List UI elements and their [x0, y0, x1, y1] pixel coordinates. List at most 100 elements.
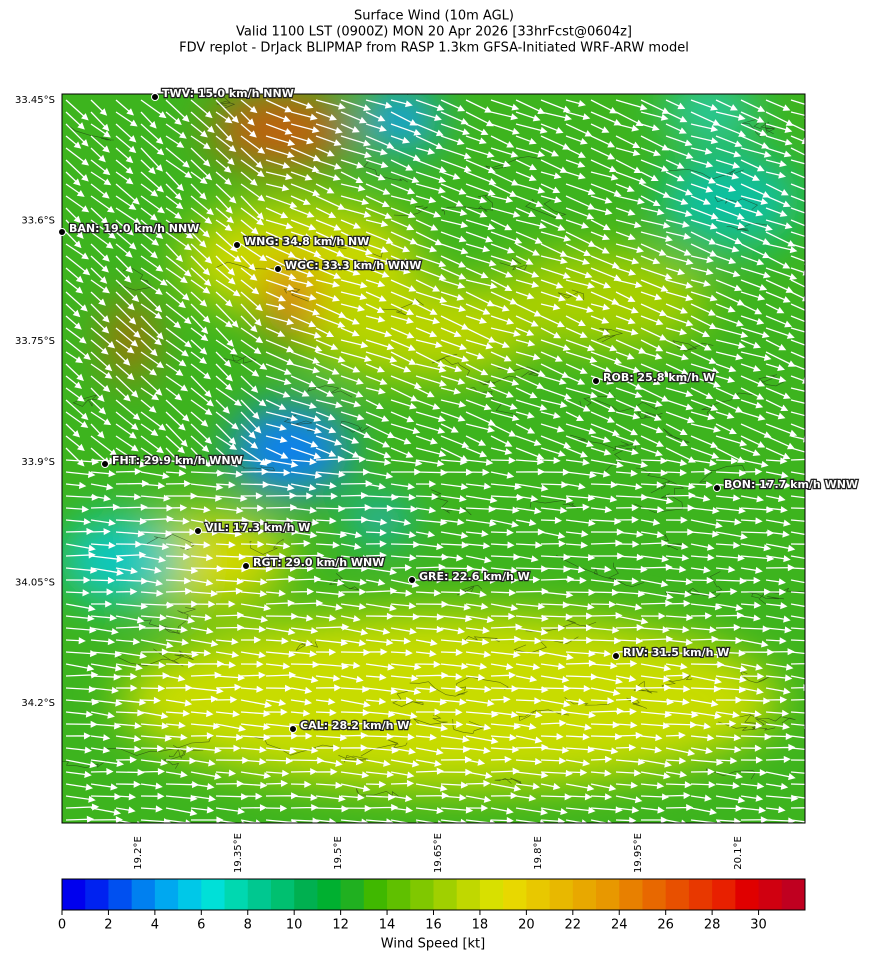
station-marker	[233, 241, 241, 249]
wind-arrow	[215, 279, 241, 297]
wind-arrow	[65, 527, 94, 535]
wind-arrow	[490, 711, 519, 719]
wind-arrow	[340, 279, 368, 289]
wind-arrow	[390, 111, 418, 126]
wind-arrow	[290, 135, 314, 145]
wind-arrow	[190, 554, 214, 562]
colorbar-bin	[294, 879, 318, 910]
wind-arrow	[315, 564, 346, 573]
colorbar-tick-label: 22	[565, 918, 582, 933]
wind-arrow	[565, 471, 597, 479]
station-label: ROB: 25.8 km/h W	[603, 371, 715, 384]
wind-arrow	[540, 111, 573, 122]
wind-arrow	[215, 587, 243, 595]
wind-arrow	[340, 411, 365, 421]
wind-arrow	[515, 279, 540, 288]
wind-arrow	[290, 458, 317, 466]
wind-arrow	[140, 423, 159, 437]
wind-arrow	[565, 711, 596, 719]
wind-arrow	[240, 540, 265, 548]
terrain-contour	[637, 411, 663, 421]
wind-arrow	[165, 674, 186, 682]
wind-arrow	[290, 159, 320, 173]
wind-arrow	[565, 576, 587, 584]
wind-arrow	[215, 219, 233, 232]
wind-arrow	[416, 708, 442, 716]
wind-arrow	[590, 399, 616, 412]
wind-arrow	[290, 639, 314, 647]
wind-arrow	[465, 699, 495, 707]
wind-arrow	[115, 351, 131, 366]
wind-arrow	[415, 291, 448, 304]
wind-arrow	[565, 219, 589, 229]
wind-arrow	[290, 279, 314, 288]
wind-arrow	[740, 566, 763, 574]
wind-arrow	[790, 123, 805, 132]
wind-arrow	[340, 267, 361, 276]
wind-arrow	[290, 99, 314, 109]
wind-arrow	[690, 481, 714, 489]
wind-arrow	[490, 807, 514, 815]
wind-arrow	[690, 576, 714, 584]
wind-arrow	[240, 651, 267, 659]
wind-arrow	[90, 494, 112, 502]
wind-arrow	[190, 649, 212, 657]
wind-arrow	[440, 351, 470, 363]
terrain-contour	[392, 690, 424, 707]
wind-arrow	[640, 267, 673, 280]
wind-arrow	[765, 99, 791, 111]
wind-arrow	[465, 650, 492, 658]
wind-arrow	[565, 612, 594, 620]
wind-arrow	[515, 614, 549, 622]
wind-arrow	[465, 111, 494, 127]
wind-arrow	[715, 159, 741, 169]
wind-arrow	[115, 207, 142, 225]
wind-arrow	[91, 600, 113, 608]
wind-arrow	[390, 339, 416, 351]
wind-arrow	[115, 315, 141, 339]
wind-arrow	[765, 219, 793, 230]
wind-arrow	[740, 159, 765, 172]
wind-arrow	[540, 411, 561, 419]
wind-arrow	[365, 504, 394, 512]
wind-arrow	[690, 591, 716, 599]
wind-arrow	[240, 111, 255, 126]
wind-arrow	[715, 554, 745, 562]
wind-arrow	[715, 675, 747, 683]
wind-arrow	[65, 123, 89, 147]
wind-arrow	[140, 639, 174, 649]
wind-arrow	[390, 99, 413, 108]
wind-arrow	[215, 171, 232, 186]
wind-arrow	[215, 291, 233, 307]
wind-arrow	[465, 279, 498, 290]
wind-arrow	[440, 483, 469, 491]
terrain-contour	[564, 697, 610, 706]
wind-arrow	[215, 733, 244, 741]
wind-arrow	[340, 455, 367, 463]
wind-arrow	[415, 480, 437, 488]
wind-arrow	[715, 457, 739, 465]
wind-arrow	[340, 327, 360, 337]
wind-arrow	[265, 517, 294, 525]
wind-arrow	[190, 171, 208, 185]
wind-arrow	[515, 723, 537, 731]
wind-arrow	[665, 482, 696, 490]
wind-arrow	[640, 447, 663, 457]
wind-arrow	[240, 219, 259, 235]
wind-arrow	[765, 696, 788, 704]
wind-arrow	[515, 159, 538, 171]
wind-arrow	[490, 685, 519, 693]
wind-arrow	[590, 687, 621, 697]
wind-arrow	[165, 553, 191, 561]
wind-arrow	[590, 435, 611, 444]
wind-arrow	[115, 243, 133, 258]
wind-arrow	[640, 579, 669, 588]
wind-arrow	[340, 564, 369, 573]
wind-arrow	[215, 207, 235, 224]
colorbar-tick-label: 8	[244, 918, 252, 933]
wind-arrow	[590, 387, 615, 399]
wind-arrow	[415, 589, 442, 597]
station-marker	[58, 228, 66, 236]
wind-arrow	[90, 207, 109, 225]
wind-arrow	[315, 722, 346, 730]
